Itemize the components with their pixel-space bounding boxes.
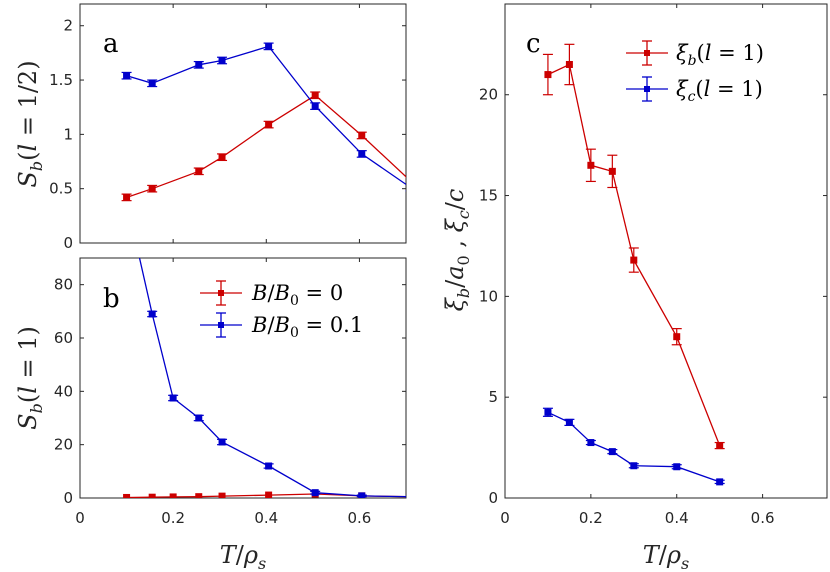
data-point-red (123, 493, 131, 498)
ytick-label: 5 (488, 388, 498, 406)
legend-marker-blue (218, 322, 224, 328)
data-point-blue (148, 79, 156, 87)
data-point-blue (407, 493, 414, 500)
panel-c: 0 5 10 15 20 0 0.2 0.4 0.6 c ξb/a0 , ξc/c T/ρs ξ… (441, 3, 828, 572)
legend-label-blue: B/B0 = 0.1 (251, 313, 363, 341)
data-point-red (608, 167, 616, 175)
data-point-red (218, 153, 226, 161)
data-point-blue (218, 438, 226, 446)
panel-b-legend: B/B0 = 0 B/B0 = 0.1 (200, 280, 363, 341)
panel-b-letter: b (103, 284, 120, 314)
panel-a-frame (79, 3, 407, 244)
data-point-red (407, 493, 414, 500)
data-point-blue (673, 463, 681, 471)
data-point-blue (544, 408, 552, 416)
data-point-red (265, 491, 273, 498)
data-point-blue (311, 489, 319, 497)
legend-marker-xi-b (644, 50, 650, 56)
data-point-blue (716, 478, 724, 486)
series-line-red (126, 94, 406, 199)
data-point-blue (565, 418, 573, 426)
data-point-blue (195, 414, 203, 422)
data-point-blue (358, 150, 366, 158)
data-point-blue (218, 56, 226, 64)
xtick-label: 0 (75, 509, 85, 527)
ytick-label: 20 (54, 436, 73, 454)
data-point-blue (123, 72, 131, 80)
panel-a: 0 0.5 1 1.5 2 a Sb(l = 1/2) (14, 3, 433, 252)
xtick-label: 0.2 (161, 509, 185, 527)
ytick-label: 15 (479, 187, 498, 205)
data-point-red (169, 493, 177, 498)
data-point-blue (265, 462, 273, 470)
ytick-label: 1 (63, 125, 73, 143)
ytick-label: 60 (54, 329, 73, 347)
panel-c-ylabel: ξb/a0 , ξc/c (441, 189, 473, 312)
ytick-label: 40 (54, 382, 73, 400)
legend-label-xi-c: ξc(l = 1) (676, 77, 763, 105)
data-point-red (565, 60, 573, 68)
panel-b: 0 20 40 60 80 0 0.2 0.4 0.6 b Sb(l = 1) T/ρs B/B… (14, 95, 414, 572)
data-point-red (544, 71, 552, 79)
data-point-red (195, 493, 203, 498)
ytick-label: 20 (479, 86, 498, 104)
data-point-red (673, 333, 681, 341)
data-point-red (716, 442, 724, 450)
data-point-blue (426, 196, 433, 203)
data-point-red (587, 161, 595, 169)
data-point-blue (587, 439, 595, 447)
data-point-red (148, 185, 156, 193)
data-point-red (426, 185, 433, 192)
panel-a-letter: a (103, 29, 119, 59)
legend-label-red: B/B0 = 0 (251, 281, 343, 309)
legend-label-xi-b: ξb(l = 1) (676, 41, 764, 69)
data-point-red (358, 131, 366, 139)
panel-c-frame (504, 3, 828, 499)
xtick-label: 0.4 (665, 509, 689, 527)
panel-b-frame (79, 257, 407, 499)
series-line-blue (126, 45, 406, 186)
data-point-red (265, 121, 273, 129)
data-point-blue (630, 462, 638, 470)
ytick-label: 1.5 (49, 71, 73, 89)
ytick-label: 80 (54, 276, 73, 294)
data-point-red (195, 167, 203, 175)
data-point-blue (608, 448, 616, 456)
data-point-blue (265, 42, 273, 50)
data-point-red (630, 256, 638, 264)
series-line-blue (547, 411, 720, 483)
xtick-label: 0.2 (579, 509, 603, 527)
data-point-blue (358, 492, 366, 498)
data-point-blue (169, 394, 177, 402)
ytick-label: 0 (63, 489, 73, 507)
panel-c-letter: c (526, 29, 541, 59)
ytick-label: 0 (63, 234, 73, 252)
data-point-red (123, 193, 131, 201)
ytick-label: 0 (488, 489, 498, 507)
panel-b-xlabel: T/ρs (220, 541, 266, 572)
panel-c-legend: ξb(l = 1) ξc(l = 1) (626, 40, 764, 105)
ytick-label: 0.5 (49, 180, 73, 198)
data-point-red (218, 492, 226, 498)
panel-a-ylabel: Sb(l = 1/2) (14, 60, 46, 187)
panel-b-ylabel: Sb(l = 1) (14, 326, 46, 430)
data-point-blue (100, 95, 107, 102)
ytick-label: 2 (63, 17, 73, 35)
legend-marker-red (218, 290, 224, 296)
xtick-label: 0.6 (751, 509, 775, 527)
data-point-blue (195, 61, 203, 69)
data-point-red (148, 493, 156, 498)
ytick-label: 10 (479, 287, 498, 305)
data-point-blue (407, 184, 414, 191)
data-point-blue (311, 102, 319, 110)
panel-c-xlabel: T/ρs (643, 541, 689, 572)
data-point-red (407, 178, 414, 185)
data-point-blue (148, 310, 156, 318)
data-point-red (311, 91, 319, 99)
xtick-label: 0 (500, 509, 510, 527)
xtick-label: 0.6 (347, 509, 371, 527)
legend-marker-xi-c (644, 86, 650, 92)
xtick-label: 0.4 (254, 509, 278, 527)
